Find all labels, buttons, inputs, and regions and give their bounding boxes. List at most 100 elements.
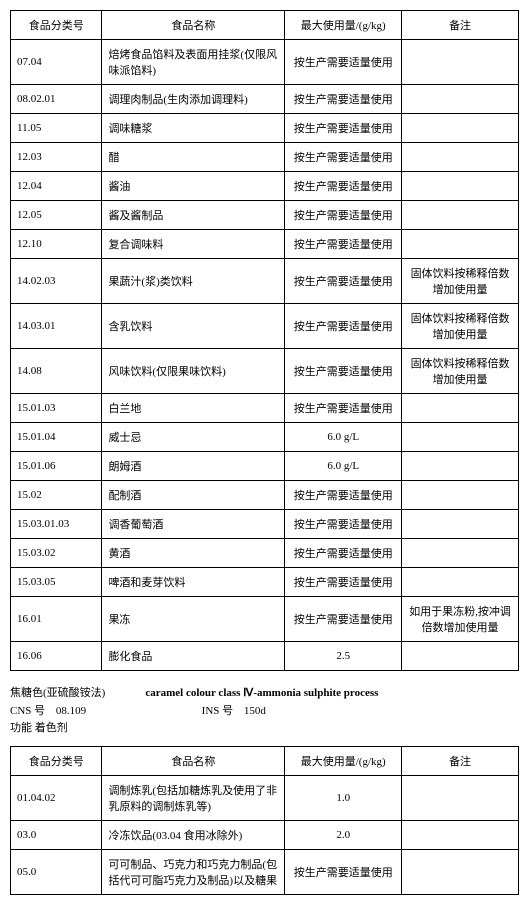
table-row: 14.03.01含乳饮料按生产需要适量使用固体饮料按稀释倍数增加使用量 — [11, 304, 519, 349]
table-cell — [402, 849, 519, 894]
table-cell: 按生产需要适量使用 — [285, 481, 402, 510]
table-row: 15.02配制酒按生产需要适量使用 — [11, 481, 519, 510]
table-cell: 2.5 — [285, 642, 402, 671]
table-cell: 调香葡萄酒 — [102, 510, 285, 539]
table-cell: 15.03.05 — [11, 568, 102, 597]
table-cell — [402, 510, 519, 539]
cns-value: 08.109 — [56, 703, 86, 721]
table-cell: 15.03.01.03 — [11, 510, 102, 539]
table-cell: 风味饮料(仅限果味饮料) — [102, 349, 285, 394]
table-cell: 按生产需要适量使用 — [285, 172, 402, 201]
table-cell: 按生产需要适量使用 — [285, 394, 402, 423]
table-cell: 07.04 — [11, 40, 102, 85]
table-cell: 焙烤食品馅料及表面用挂浆(仅限风味派馅料) — [102, 40, 285, 85]
table-row: 12.10复合调味料按生产需要适量使用 — [11, 230, 519, 259]
table-cell: 固体饮料按稀释倍数增加使用量 — [402, 349, 519, 394]
table-cell: 15.03.02 — [11, 539, 102, 568]
substance-section: 焦糖色(亚硫酸铵法) caramel colour class Ⅳ-ammoni… — [10, 685, 519, 738]
table-cell: 按生产需要适量使用 — [285, 510, 402, 539]
table-cell — [402, 481, 519, 510]
substance-cn-name: 焦糖色(亚硫酸铵法) — [10, 685, 105, 703]
table-cell: 14.08 — [11, 349, 102, 394]
table-cell — [402, 114, 519, 143]
table-header-row: 食品分类号 食品名称 最大使用量/(g/kg) 备注 — [11, 746, 519, 775]
table-cell: 14.02.03 — [11, 259, 102, 304]
table-row: 12.04酱油按生产需要适量使用 — [11, 172, 519, 201]
header-max: 最大使用量/(g/kg) — [285, 746, 402, 775]
table-cell: 复合调味料 — [102, 230, 285, 259]
table-cell: 12.05 — [11, 201, 102, 230]
table-cell: 朗姆酒 — [102, 452, 285, 481]
table-cell: 16.01 — [11, 597, 102, 642]
table-cell: 15.01.06 — [11, 452, 102, 481]
food-additive-table-2: 食品分类号 食品名称 最大使用量/(g/kg) 备注 01.04.02调制炼乳(… — [10, 746, 519, 895]
table-cell: 按生产需要适量使用 — [285, 201, 402, 230]
table-cell: 按生产需要适量使用 — [285, 349, 402, 394]
cns-label: CNS 号 — [10, 703, 45, 721]
table-cell — [402, 775, 519, 820]
table-cell: 果冻 — [102, 597, 285, 642]
table-cell: 威士忌 — [102, 423, 285, 452]
table-cell: 1.0 — [285, 775, 402, 820]
table-row: 07.04焙烤食品馅料及表面用挂浆(仅限风味派馅料)按生产需要适量使用 — [11, 40, 519, 85]
table-cell: 啤酒和麦芽饮料 — [102, 568, 285, 597]
table-cell: 14.03.01 — [11, 304, 102, 349]
table-row: 03.0冷冻饮品(03.04 食用冰除外)2.0 — [11, 820, 519, 849]
table-cell: 固体饮料按稀释倍数增加使用量 — [402, 259, 519, 304]
table-cell — [402, 394, 519, 423]
table-row: 15.03.01.03调香葡萄酒按生产需要适量使用 — [11, 510, 519, 539]
table-row: 16.06膨化食品2.5 — [11, 642, 519, 671]
table-row: 14.08风味饮料(仅限果味饮料)按生产需要适量使用固体饮料按稀释倍数增加使用量 — [11, 349, 519, 394]
table-row: 11.05调味糖浆按生产需要适量使用 — [11, 114, 519, 143]
table-cell: 按生产需要适量使用 — [285, 143, 402, 172]
table-cell: 可可制品、巧克力和巧克力制品(包括代可可脂巧克力及制品)以及糖果 — [102, 849, 285, 894]
table-row: 15.03.02黄酒按生产需要适量使用 — [11, 539, 519, 568]
table-cell: 15.01.04 — [11, 423, 102, 452]
table-row: 12.05酱及酱制品按生产需要适量使用 — [11, 201, 519, 230]
header-name: 食品名称 — [102, 11, 285, 40]
table-cell: 按生产需要适量使用 — [285, 568, 402, 597]
table-cell: 白兰地 — [102, 394, 285, 423]
table-cell: 6.0 g/L — [285, 423, 402, 452]
table-header-row: 食品分类号 食品名称 最大使用量/(g/kg) 备注 — [11, 11, 519, 40]
table-cell: 16.06 — [11, 642, 102, 671]
table-cell: 08.02.01 — [11, 85, 102, 114]
table-cell: 12.04 — [11, 172, 102, 201]
header-code: 食品分类号 — [11, 746, 102, 775]
table-cell: 按生产需要适量使用 — [285, 40, 402, 85]
table-cell: 按生产需要适量使用 — [285, 849, 402, 894]
table-cell: 05.0 — [11, 849, 102, 894]
table-cell: 调制炼乳(包括加糖炼乳及使用了非乳原料的调制炼乳等) — [102, 775, 285, 820]
table-cell: 按生产需要适量使用 — [285, 85, 402, 114]
table-cell: 含乳饮料 — [102, 304, 285, 349]
table-cell — [402, 642, 519, 671]
table-cell: 按生产需要适量使用 — [285, 230, 402, 259]
table-cell — [402, 85, 519, 114]
table-row: 15.01.04威士忌6.0 g/L — [11, 423, 519, 452]
table-cell: 调味糖浆 — [102, 114, 285, 143]
table-cell — [402, 568, 519, 597]
table-row: 14.02.03果蔬汁(浆)类饮料按生产需要适量使用固体饮料按稀释倍数增加使用量 — [11, 259, 519, 304]
table-cell — [402, 172, 519, 201]
table-cell: 配制酒 — [102, 481, 285, 510]
table-row: 15.01.06朗姆酒6.0 g/L — [11, 452, 519, 481]
table-cell: 按生产需要适量使用 — [285, 539, 402, 568]
header-note: 备注 — [402, 11, 519, 40]
header-note: 备注 — [402, 746, 519, 775]
table-cell: 6.0 g/L — [285, 452, 402, 481]
table-cell: 固体饮料按稀释倍数增加使用量 — [402, 304, 519, 349]
table-row: 15.01.03白兰地按生产需要适量使用 — [11, 394, 519, 423]
table-cell: 12.03 — [11, 143, 102, 172]
table-cell — [402, 201, 519, 230]
table-cell: 2.0 — [285, 820, 402, 849]
table-cell: 黄酒 — [102, 539, 285, 568]
substance-en-name: caramel colour class Ⅳ-ammonia sulphite … — [145, 685, 378, 703]
table-cell: 15.01.03 — [11, 394, 102, 423]
table-cell: 如用于果冻粉,按冲调倍数增加使用量 — [402, 597, 519, 642]
table-cell: 调理肉制品(生肉添加调理料) — [102, 85, 285, 114]
table-cell — [402, 40, 519, 85]
table-cell: 按生产需要适量使用 — [285, 304, 402, 349]
ins-value: 150d — [244, 703, 266, 721]
table-cell — [402, 143, 519, 172]
table-cell: 冷冻饮品(03.04 食用冰除外) — [102, 820, 285, 849]
